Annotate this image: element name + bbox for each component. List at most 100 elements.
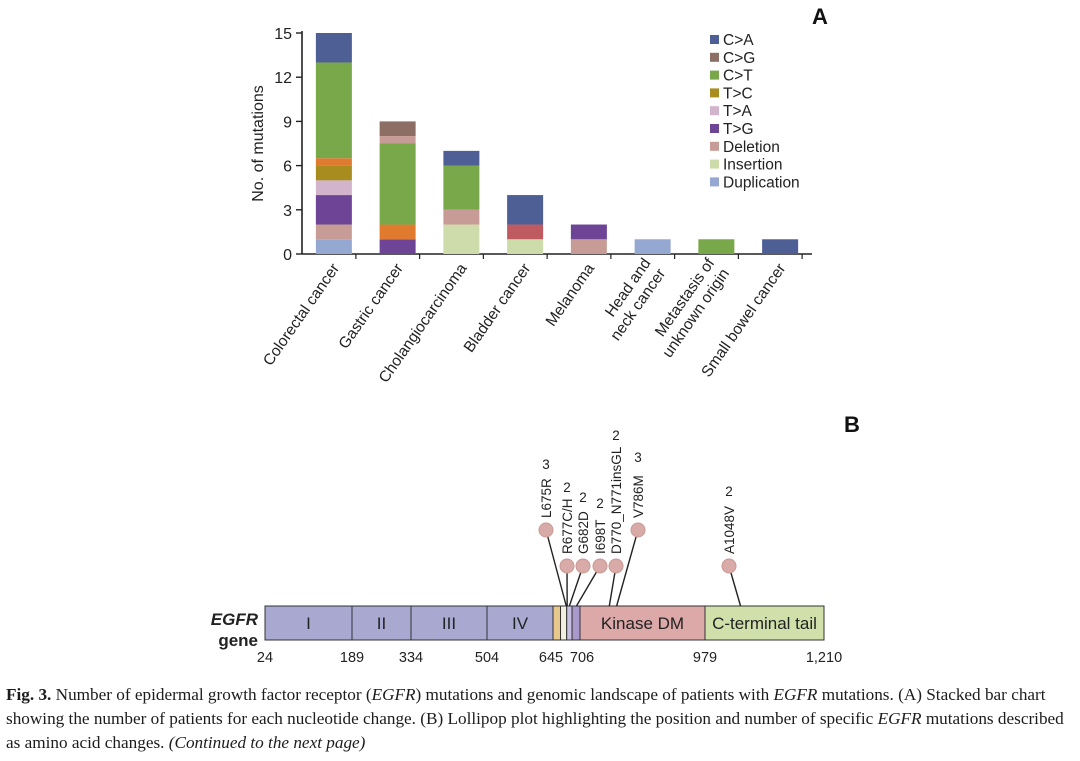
axis-tick-label: 1,210 [806, 650, 842, 666]
axis-tick-label: 24 [257, 650, 273, 666]
domain-kinase-dm [579, 605, 706, 641]
y-tick-label: 6 [283, 159, 292, 176]
bar-segment-cholangiocarcinoma-insertion [443, 224, 480, 254]
bar-segment-bladder-cancer-other-b [507, 224, 544, 240]
figure-caption: Fig. 3. Number of epidermal growth facto… [6, 683, 1074, 755]
bar-segment-small-bowel-cancer-c-a [762, 239, 799, 254]
legend-label-t-c: T>C [723, 85, 753, 102]
legend-swatch-t-g [710, 124, 719, 133]
bar-segment-colorectal-cancer-c-t [315, 62, 352, 159]
bar-segment-cholangiocarcinoma-c-t [443, 165, 480, 210]
lollipop-head-r677c-h [559, 558, 575, 574]
mutation-label-g682d: G682D [576, 511, 591, 554]
bar-segment-metastasis-of-unknown-origin-c-t [698, 239, 735, 254]
domain-segment-4 [552, 605, 562, 641]
axis-tick-label: 979 [693, 650, 717, 666]
mutation-label-l675r: L675R [539, 478, 554, 518]
bar-segment-colorectal-cancer-t-g [315, 195, 352, 225]
figure-stage: A B 0 3 6 9 12 15 No. of mutations Colorectal c… [211, 4, 860, 666]
caption-text-3: mutations. (A) Stacked bar chart showing… [6, 685, 1046, 728]
legend-swatch-c-t [710, 70, 719, 80]
caption-text-1: Number of epidermal growth factor recept… [55, 685, 372, 704]
bar-segment-colorectal-cancer-duplication [315, 239, 352, 254]
legend-label-t-a: T>A [723, 103, 753, 120]
legend-swatch-c-a [710, 35, 719, 44]
domain-c-terminal-tail [704, 605, 825, 641]
bar-segment-colorectal-cancer-t-c [315, 165, 352, 181]
bar-segment-cholangiocarcinoma-deletion [443, 209, 480, 225]
bar-segment-cholangiocarcinoma-c-a [443, 150, 480, 166]
x-category-label: Gastric cancer [336, 261, 407, 353]
bar-segment-melanoma-t-g [570, 224, 607, 240]
mutation-count-d770-n771insgl: 2 [612, 428, 620, 443]
legend-label-c-a: C>A [723, 32, 754, 49]
domain-segment-6 [566, 605, 573, 641]
legend-swatch-deletion [710, 141, 719, 151]
caption-text-2: ) mutations and genomic landscape of pat… [415, 685, 774, 704]
mutation-count-i698t: 2 [596, 496, 604, 511]
bar-segment-bladder-cancer-insertion [507, 239, 544, 254]
x-category-label: Colorectal cancer [260, 261, 343, 370]
gene-label-egfr: EGFR [211, 610, 259, 629]
y-tick-label: 12 [274, 70, 292, 87]
y-tick-label: 9 [283, 114, 292, 131]
axis-tick-label: 645 [539, 650, 563, 666]
domain-label-i: I [306, 614, 311, 633]
domain-iv [486, 605, 554, 641]
gene-label-gene: gene [218, 631, 258, 650]
y-axis-label: No. of mutations [250, 85, 267, 202]
stacked-bar-chart: 0 3 6 9 12 15 No. of mutations Colorectal cance… [250, 26, 812, 386]
domain-ii [351, 605, 412, 641]
bar-segment-head-and-neck-cancer-duplication [634, 239, 671, 254]
bar-segment-gastric-cancer-t-g [379, 239, 416, 254]
bar-segment-gastric-cancer-c-g [379, 121, 416, 137]
caption-egfr-3: EGFR [877, 709, 922, 728]
bar-segment-colorectal-cancer-t-a [315, 180, 352, 196]
legend-label-c-g: C>G [723, 50, 755, 67]
y-tick-label: 3 [283, 203, 292, 220]
bar-segment-colorectal-cancer-other-a [315, 158, 352, 166]
mutation-count-l675r: 3 [542, 457, 550, 472]
lollipop-head-g682d [575, 558, 591, 574]
legend-label-duplication: Duplication [723, 174, 800, 191]
panel-a-letter: A [812, 4, 828, 29]
legend-swatch-t-a [710, 106, 719, 116]
axis-tick-label: 334 [399, 650, 423, 666]
legend-swatch-duplication [710, 177, 719, 187]
bar-segment-melanoma-deletion [570, 239, 607, 254]
legend-label-t-g: T>G [723, 121, 754, 138]
domain-label-ii: II [377, 614, 386, 633]
lollipop-head-i698t [592, 558, 608, 574]
caption-fig-label: Fig. 3. [6, 685, 52, 704]
lollipop-head-a1048v [721, 558, 737, 574]
x-category-label: Melanoma [543, 260, 599, 329]
legend-swatch-c-g [710, 52, 719, 62]
legend-label-insertion: Insertion [723, 157, 782, 174]
domain-label-iv: IV [512, 614, 529, 633]
y-tick-label: 15 [274, 26, 292, 43]
lollipop-stem-i698t [575, 565, 601, 607]
mutation-count-v786m: 3 [634, 450, 642, 465]
axis-tick-label: 189 [340, 650, 364, 666]
domain-segment-7 [571, 605, 581, 641]
mutation-label-a1048v: A1048V [722, 506, 737, 554]
domain-label-iii: III [442, 614, 456, 633]
mutation-label-v786m: V786M [631, 475, 646, 518]
lollipop-head-l675r [538, 522, 554, 538]
caption-egfr-2: EGFR [773, 685, 818, 704]
mutation-label-r677c-h: R677C/H [560, 498, 575, 554]
bar-segment-gastric-cancer-deletion [379, 136, 416, 144]
caption-text-4: mutations described as amino acid change… [6, 709, 1064, 752]
bar-segment-colorectal-cancer-deletion [315, 224, 352, 240]
mutation-label-i698t: I698T [593, 519, 608, 554]
panel-b-letter: B [844, 412, 860, 437]
axis-tick-label: 504 [475, 650, 499, 666]
domain-label-c-terminal-tail: C-terminal tail [712, 614, 817, 633]
lollipop-stem-l675r [545, 529, 567, 607]
legend-label-deletion: Deletion [723, 139, 780, 156]
legend-swatch-t-c [710, 88, 719, 98]
mutation-count-g682d: 2 [579, 490, 587, 505]
caption-egfr-1: EGFR [371, 685, 416, 704]
mutation-count-r677c-h: 2 [563, 480, 571, 495]
